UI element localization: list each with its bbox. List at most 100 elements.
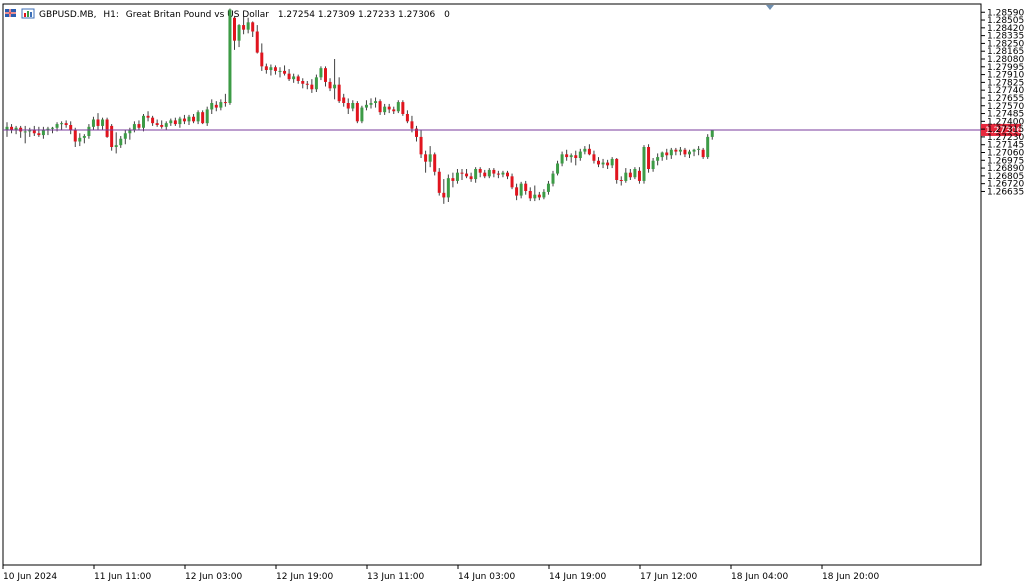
candle [337,77,341,103]
candle [19,125,23,138]
candle [223,93,227,107]
x-tick-label: 14 Jun 03:00 [458,572,515,582]
candle-body [697,148,701,150]
candle-body [333,84,337,89]
ohlc-values: 1.27254 1.27309 1.27233 1.27306 [278,10,436,20]
chart-bars-icon [21,8,35,19]
candle [351,100,355,112]
candle [324,66,327,87]
candle-body [324,68,327,82]
candle-body [569,155,573,158]
candle [78,133,82,147]
flag-icon [5,9,16,17]
candle [260,43,264,71]
candle [415,125,418,142]
candle [460,169,464,180]
candle [515,183,519,201]
symbol-description: Great Britan Pound vs US Dollar [126,10,269,20]
candle [355,101,359,124]
candle [101,117,105,131]
candle [160,120,164,129]
x-tick-label: 18 Jun 04:00 [731,572,788,582]
candle [319,66,323,81]
candle [501,170,505,178]
candle-body [364,104,368,108]
candle-body [37,133,41,136]
candle [219,99,223,111]
y-tick-label: 1.28505 [987,16,1024,26]
candle-body [87,126,91,136]
candle [483,169,487,179]
candle [455,169,459,184]
candle-body [437,171,441,193]
candle-body [455,172,459,181]
candle [633,167,637,180]
candle-body [60,123,64,125]
candle [574,150,578,166]
candle [628,169,632,180]
candle [660,151,664,161]
candle [678,147,682,156]
candle [255,25,259,54]
candle-body [565,154,569,158]
candle [706,134,710,159]
candle-body [360,107,364,122]
candle-body [237,25,241,41]
candle-body [633,169,637,178]
candle-body [433,154,437,172]
candle [674,147,678,156]
candle [583,146,587,155]
candle-body [201,112,205,124]
candle [383,103,387,115]
candle [132,121,136,133]
candle [392,106,396,114]
candle [364,100,368,111]
candle-body [46,128,50,130]
candle [656,153,660,166]
candle [424,150,428,173]
candle [137,120,141,131]
candle-body [342,97,346,103]
candle-body [647,147,651,169]
candle [178,116,182,128]
candle [487,168,491,179]
candle-body [642,147,646,181]
triangle-down-icon[interactable] [766,5,774,10]
candle-body [610,158,614,166]
candle [688,149,691,158]
candle-body [137,124,141,128]
y-tick-label: 1.28250 [987,39,1024,49]
candle-body [169,120,173,124]
candle-body [528,191,532,199]
candle-body [78,137,82,142]
y-tick-label: 1.27315 [987,125,1024,135]
candle [228,8,232,105]
y-tick-label: 1.27060 [987,149,1024,159]
candle-body [628,172,632,178]
candle-body [23,131,27,133]
candle-body [10,126,14,130]
candle [328,78,332,92]
candle-body [405,114,409,122]
candle-body [556,163,560,174]
candle-body [701,149,705,158]
candle [146,111,150,122]
candle [264,63,268,74]
candle-body [451,178,455,181]
candle-body [601,162,605,165]
candle [697,146,701,156]
candle-body [228,9,232,103]
candle [269,64,273,76]
candle-body [310,84,314,90]
candle-body [637,170,641,181]
candle-body [273,67,277,71]
candle-body [592,154,596,161]
candle-body [551,173,555,184]
y-tick-label: 1.26890 [987,164,1024,174]
y-tick-label: 1.27655 [987,94,1024,104]
candle [433,152,437,176]
candle-body [301,81,305,84]
candle-body [91,119,95,127]
candle [651,158,655,172]
